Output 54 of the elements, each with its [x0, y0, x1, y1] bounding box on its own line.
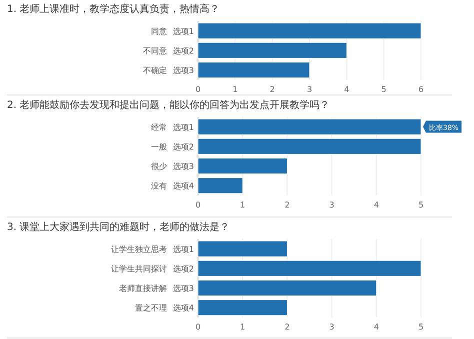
- y-tick-label: 没有: [151, 182, 167, 191]
- x-tick-label: 1: [240, 200, 246, 210]
- chart-title: 3. 课堂上大家遇到共同的难题时，老师的做法是？: [7, 221, 230, 233]
- bar: [198, 280, 377, 296]
- y2-tick-label: 选项3: [172, 66, 194, 75]
- bar: [198, 240, 288, 257]
- y-tick-label: 让学生独立思考: [111, 244, 167, 254]
- y-tick-label: 不同意: [143, 46, 167, 56]
- x-tick-label: 5: [418, 200, 424, 210]
- y2-tick-label: 选项4: [172, 182, 194, 191]
- bar: [198, 178, 243, 194]
- x-tick-label: 3: [329, 200, 334, 210]
- x-tick-label: 3: [329, 322, 334, 332]
- y-tick-label: 一般: [151, 142, 167, 152]
- y2-tick-label: 选项1: [172, 244, 194, 254]
- x-tick-label: 1: [240, 322, 246, 332]
- y-tick-label: 让学生共同探讨: [111, 264, 167, 274]
- y2-tick-label: 选项1: [172, 26, 194, 36]
- x-tick-label: 0: [195, 200, 201, 210]
- x-tick-label: 0: [195, 84, 201, 94]
- x-tick-label: 2: [284, 200, 290, 210]
- x-tick-label: 3: [306, 84, 312, 94]
- y2-tick-label: 选项2: [172, 46, 194, 56]
- x-tick-label: 6: [418, 84, 424, 94]
- bar: [198, 138, 422, 154]
- bar: [198, 62, 310, 78]
- y2-tick-label: 选项2: [172, 264, 194, 274]
- y-tick-label: 置之不理: [135, 304, 167, 313]
- chart-title: 2. 老师能鼓励你去发现和提出问题，能以你的回答为出发点开展教学吗？: [7, 99, 330, 111]
- x-tick-label: 0: [195, 322, 201, 332]
- y2-tick-label: 选项4: [172, 304, 194, 313]
- y2-tick-label: 选项2: [172, 142, 194, 152]
- x-tick-label: 2: [270, 84, 275, 94]
- y2-tick-label: 选项1: [172, 122, 194, 132]
- x-tick-label: 4: [374, 200, 379, 210]
- x-tick-label: 4: [344, 84, 350, 94]
- y-tick-label: 同意: [151, 26, 167, 36]
- x-tick-label: 5: [418, 322, 424, 332]
- y2-tick-label: 选项3: [172, 284, 194, 293]
- bar: [198, 158, 288, 174]
- y-tick-label: 很少: [151, 162, 167, 171]
- y-tick-label: 经常: [151, 122, 167, 132]
- bar: [198, 260, 422, 276]
- bar: [198, 22, 422, 39]
- y-tick-label: 不确定: [143, 66, 167, 75]
- bar: [198, 300, 288, 316]
- x-tick-label: 2: [284, 322, 290, 332]
- text: 1. 老师上课准时，教学态度认真负责，热情高？: [7, 3, 220, 15]
- x-tick-label: 4: [374, 322, 379, 332]
- bar: [198, 42, 347, 58]
- y2-tick-label: 选项3: [172, 162, 194, 171]
- y-tick-label: 老师直接讲解: [119, 284, 167, 293]
- x-tick-label: 1: [232, 84, 238, 94]
- x-tick-label: 5: [381, 84, 386, 94]
